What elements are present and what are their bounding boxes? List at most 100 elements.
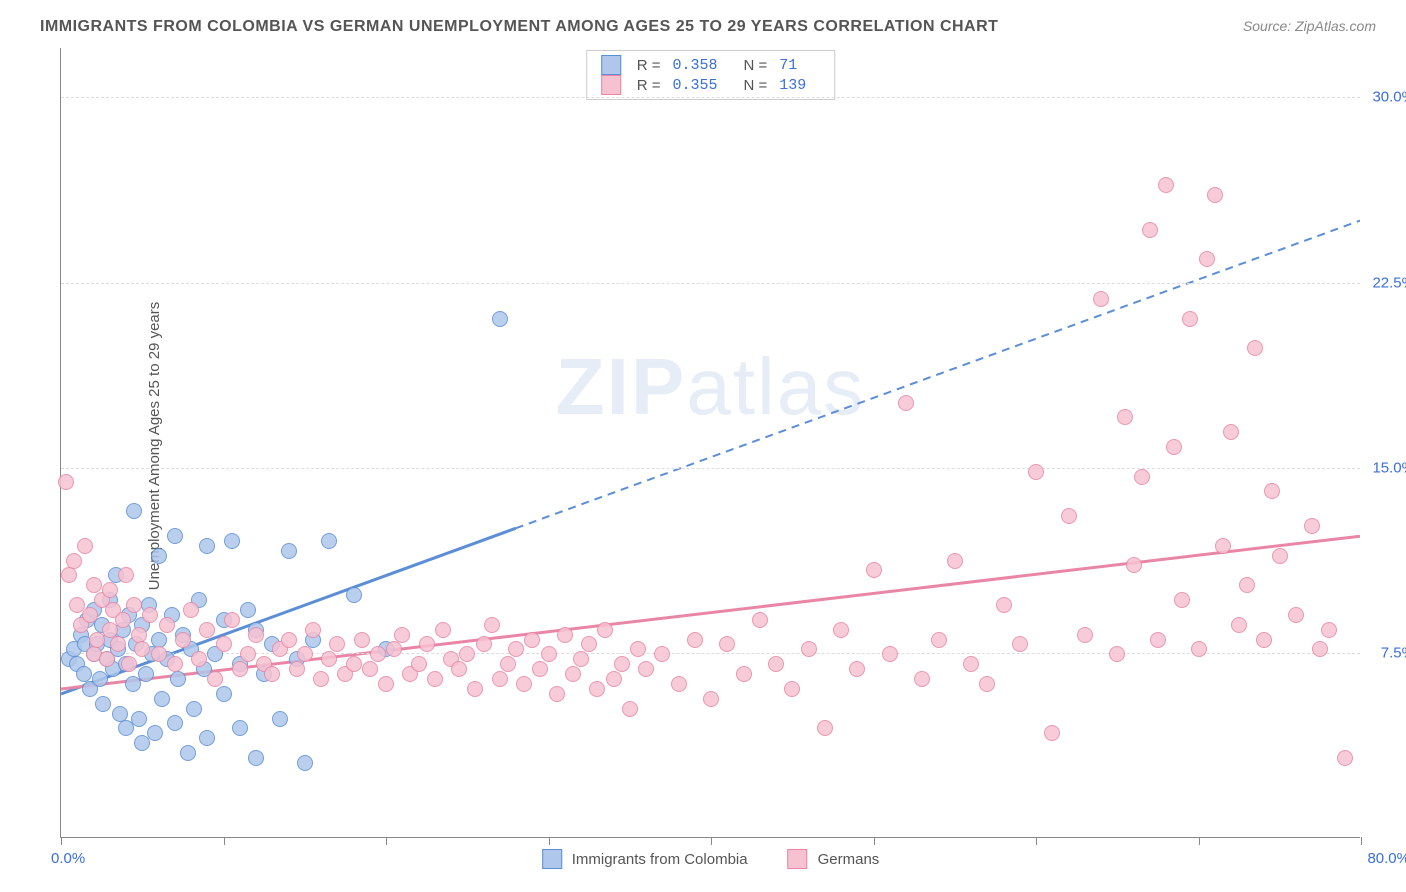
data-point	[126, 597, 142, 613]
data-point	[224, 533, 240, 549]
data-point	[1191, 641, 1207, 657]
data-point	[882, 646, 898, 662]
data-point	[1044, 725, 1060, 741]
data-point	[1247, 340, 1263, 356]
source-attribution: Source: ZipAtlas.com	[1243, 18, 1376, 34]
data-point	[76, 666, 92, 682]
data-point	[170, 671, 186, 687]
data-point	[703, 691, 719, 707]
data-point	[66, 553, 82, 569]
n-value: 71	[779, 57, 797, 74]
r-label: R =	[637, 77, 661, 94]
legend-row: R = 0.355N = 139	[601, 75, 821, 95]
trendline-dashed	[516, 221, 1360, 529]
data-point	[411, 656, 427, 672]
data-point	[199, 730, 215, 746]
r-label: R =	[637, 57, 661, 74]
data-point	[451, 661, 467, 677]
data-point	[1231, 617, 1247, 633]
data-point	[159, 617, 175, 633]
data-point	[297, 646, 313, 662]
data-point	[1012, 636, 1028, 652]
data-point	[516, 676, 532, 692]
data-point	[313, 671, 329, 687]
data-point	[346, 656, 362, 672]
x-axis-origin-label: 0.0%	[51, 850, 85, 867]
data-point	[281, 543, 297, 559]
data-point	[492, 671, 508, 687]
data-point	[524, 632, 540, 648]
data-point	[719, 636, 735, 652]
data-point	[947, 553, 963, 569]
data-point	[1272, 548, 1288, 564]
data-point	[118, 567, 134, 583]
data-point	[467, 681, 483, 697]
data-point	[963, 656, 979, 672]
data-point	[394, 627, 410, 643]
data-point	[95, 696, 111, 712]
data-point	[1028, 464, 1044, 480]
data-point	[151, 646, 167, 662]
data-point	[931, 632, 947, 648]
y-tick-label: 22.5%	[1372, 274, 1406, 291]
watermark: ZIPatlas	[556, 341, 865, 433]
data-point	[281, 632, 297, 648]
data-point	[1256, 632, 1272, 648]
data-point	[151, 632, 167, 648]
data-point	[419, 636, 435, 652]
correlation-legend: R = 0.358N = 71R = 0.355N = 139	[586, 50, 836, 100]
data-point	[240, 646, 256, 662]
n-value: 139	[779, 77, 806, 94]
data-point	[362, 661, 378, 677]
data-point	[354, 632, 370, 648]
x-tick	[874, 837, 875, 845]
y-tick-label: 30.0%	[1372, 89, 1406, 106]
data-point	[484, 617, 500, 633]
data-point	[1166, 439, 1182, 455]
data-point	[1093, 291, 1109, 307]
data-point	[138, 666, 154, 682]
data-point	[1077, 627, 1093, 643]
data-point	[297, 755, 313, 771]
data-point	[630, 641, 646, 657]
data-point	[77, 538, 93, 554]
data-point	[232, 661, 248, 677]
data-point	[216, 636, 232, 652]
data-point	[606, 671, 622, 687]
data-point	[1109, 646, 1125, 662]
data-point	[1264, 483, 1280, 499]
data-point	[581, 636, 597, 652]
data-point	[1239, 577, 1255, 593]
data-point	[142, 607, 158, 623]
data-point	[151, 548, 167, 564]
data-point	[191, 651, 207, 667]
data-point	[833, 622, 849, 638]
data-point	[248, 750, 264, 766]
gridline	[61, 97, 1360, 98]
data-point	[321, 651, 337, 667]
data-point	[784, 681, 800, 697]
data-point	[248, 627, 264, 643]
data-point	[768, 656, 784, 672]
data-point	[272, 711, 288, 727]
watermark-bold: ZIP	[556, 342, 686, 431]
data-point	[638, 661, 654, 677]
watermark-light: atlas	[686, 342, 865, 431]
data-point	[573, 651, 589, 667]
data-point	[532, 661, 548, 677]
x-tick	[549, 837, 550, 845]
data-point	[264, 666, 280, 682]
data-point	[492, 311, 508, 327]
gridline	[61, 283, 1360, 284]
data-point	[1126, 557, 1142, 573]
data-point	[557, 627, 573, 643]
data-point	[1288, 607, 1304, 623]
data-point	[112, 706, 128, 722]
data-point	[167, 528, 183, 544]
data-point	[1182, 311, 1198, 327]
data-point	[199, 622, 215, 638]
data-point	[167, 656, 183, 672]
x-tick	[711, 837, 712, 845]
data-point	[131, 711, 147, 727]
x-tick	[61, 837, 62, 845]
